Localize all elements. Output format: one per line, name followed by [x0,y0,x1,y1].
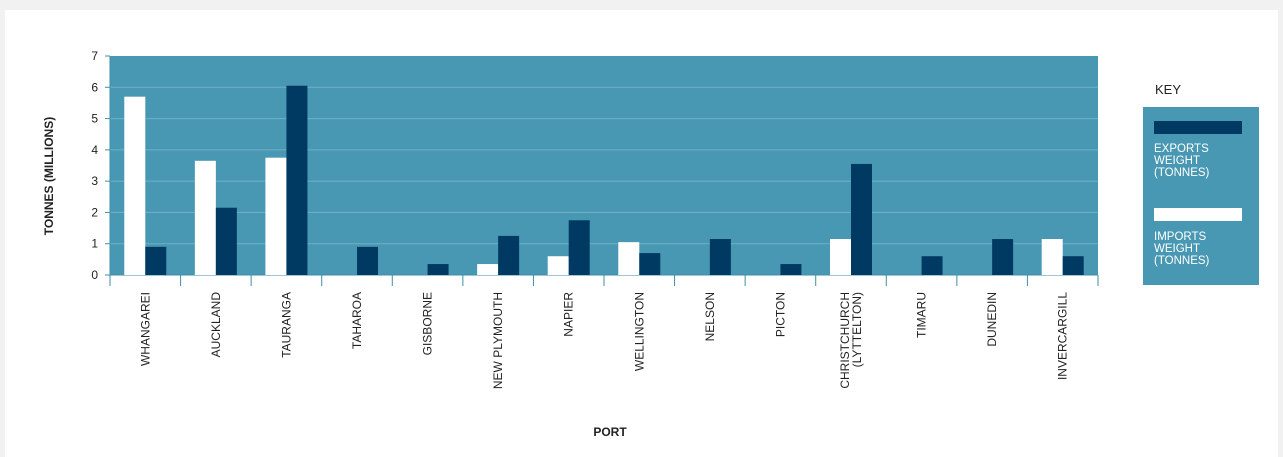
bar-exports [921,256,943,275]
legend: EXPORTS WEIGHT (TONNES) IMPORTS WEIGHT (… [1143,107,1259,285]
bar-imports [547,256,569,275]
bar-exports [498,235,520,275]
plot-area [110,56,1098,275]
legend-title: KEY [1155,82,1182,97]
legend-swatch-imports [1154,208,1242,221]
y-tick-label: 1 [91,237,98,251]
bar-exports [851,163,872,275]
bar-imports [194,160,216,275]
y-tick-label: 3 [91,174,98,188]
bar-exports [286,85,308,275]
bar-imports [1041,239,1063,275]
bar-exports [1062,256,1084,275]
x-tick-label: WELLINGTON [632,292,646,371]
x-tick-label: TAHAROA [350,292,364,349]
legend-label-exports: EXPORTS WEIGHT (TONNES) [1154,143,1210,179]
bar-exports [357,246,378,275]
x-tick-label: TAURANGA [279,292,293,358]
chart-panel: 0 1 2 3 4 5 6 7 WHANGAREI AUCKLAND TAURANGA TAHAROA… [5,10,1278,457]
y-tick-label: 6 [91,80,98,94]
x-tick-label: NAPIER [562,292,576,337]
x-tick-label: NELSON [703,292,717,341]
x-axis-label: PORT [593,425,627,439]
x-tick-label: INVERCARGILL [1056,292,1070,380]
bar-exports [568,220,590,275]
x-tick-label: DUNEDIN [985,292,999,347]
y-tick-label: 5 [91,112,98,126]
bar-imports [477,264,499,275]
bar-exports [992,239,1014,275]
y-tick-label: 0 [91,268,98,282]
bar-imports [124,96,146,276]
x-tick-label: AUCKLAND [209,292,223,358]
bar-exports [215,207,237,275]
x-tick-label: TIMARU [915,292,929,338]
legend-label-imports: IMPORTS WEIGHT (TONNES) [1154,231,1210,267]
x-tick-label: PICTON [773,292,787,337]
y-tick-label: 2 [91,205,98,219]
bar-exports [145,246,167,275]
x-tick-label: (LYTTELTON) [850,292,864,367]
y-tick-label: 4 [91,143,98,157]
bar-exports [709,239,731,275]
bar-imports [830,239,851,275]
bar-chart: 0 1 2 3 4 5 6 7 WHANGAREI AUCKLAND TAURANGA TAHAROA… [91,49,1099,389]
x-tick-label: WHANGAREI [138,292,152,366]
bar-exports [639,253,661,275]
bar-imports [618,242,640,275]
x-tick-label: NEW PLYMOUTH [491,292,505,389]
legend-swatch-exports [1154,121,1242,134]
y-tick-label: 7 [91,49,98,63]
x-tick-label: GISBORNE [421,292,435,355]
bar-imports [265,157,287,275]
bar-exports [427,264,449,275]
bar-exports [780,264,802,275]
y-axis-label: TONNES (MILLIONS) [42,116,56,236]
x-tick-label: CHRISTCHURCH [838,292,852,389]
